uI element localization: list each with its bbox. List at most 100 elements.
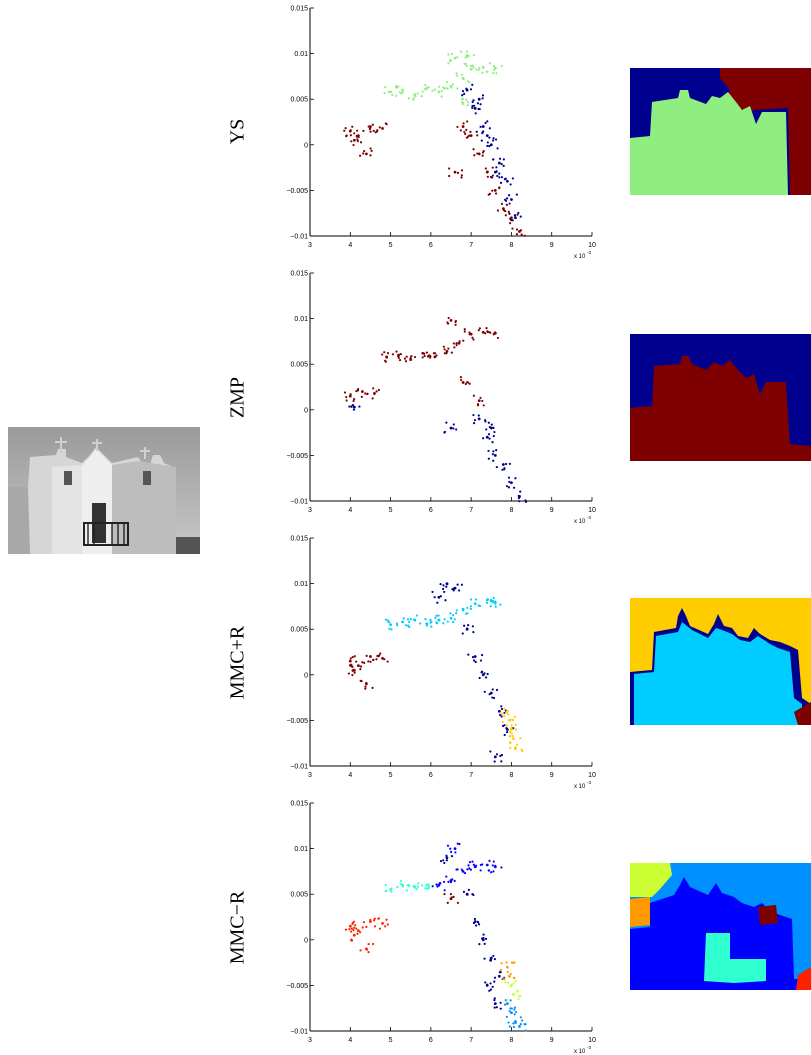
data-point xyxy=(399,883,402,886)
data-point xyxy=(477,414,480,417)
data-point xyxy=(481,97,484,100)
data-point xyxy=(472,921,476,925)
data-point xyxy=(434,616,437,620)
data-point xyxy=(452,620,455,624)
data-point xyxy=(447,316,450,320)
data-point xyxy=(437,90,441,94)
data-point xyxy=(455,344,458,347)
data-point xyxy=(450,86,453,89)
data-point xyxy=(492,870,495,873)
data-point xyxy=(356,929,360,933)
data-point xyxy=(349,657,352,660)
data-point xyxy=(423,354,426,358)
data-point xyxy=(450,896,453,899)
data-point xyxy=(488,136,491,139)
data-point xyxy=(463,328,466,331)
data-point xyxy=(485,676,488,679)
data-point xyxy=(468,134,471,137)
data-point xyxy=(445,875,448,878)
data-point xyxy=(453,618,456,621)
data-point xyxy=(456,125,459,129)
data-point xyxy=(497,161,501,165)
y-tick-label: 0.01 xyxy=(294,51,308,58)
source-photo xyxy=(8,427,200,554)
data-point xyxy=(507,486,511,489)
data-point xyxy=(509,972,512,976)
data-point xyxy=(415,614,419,617)
x-tick-label: 6 xyxy=(429,242,433,249)
data-point xyxy=(421,356,424,359)
data-point xyxy=(419,622,422,625)
data-point xyxy=(492,696,496,700)
data-point xyxy=(362,921,366,924)
data-point xyxy=(439,595,442,598)
x-tick-label: 5 xyxy=(389,242,393,249)
data-point xyxy=(466,868,469,871)
data-point xyxy=(501,463,505,466)
data-point xyxy=(508,974,511,978)
data-point xyxy=(456,171,460,175)
data-point xyxy=(384,86,387,89)
data-point xyxy=(351,125,354,128)
data-point xyxy=(467,54,470,58)
data-point xyxy=(369,655,372,658)
x-tick-label: 8 xyxy=(509,242,513,249)
data-point xyxy=(467,624,470,627)
data-point xyxy=(499,1001,502,1004)
data-point xyxy=(484,419,487,422)
data-point xyxy=(399,353,402,356)
data-point xyxy=(514,728,517,731)
data-point xyxy=(480,671,483,674)
data-point xyxy=(465,98,468,101)
data-point xyxy=(488,145,491,148)
data-point xyxy=(471,100,474,104)
data-point xyxy=(500,202,504,205)
data-point xyxy=(467,864,470,867)
x-tick-label: 6 xyxy=(429,1037,433,1044)
data-point xyxy=(355,927,358,930)
data-point xyxy=(488,693,491,696)
x-tick-label: 5 xyxy=(389,507,393,514)
data-point xyxy=(349,393,352,396)
data-point xyxy=(505,726,508,730)
data-point xyxy=(372,658,375,661)
data-point xyxy=(365,948,369,951)
y-tick-label: −0.01 xyxy=(290,234,308,241)
data-point xyxy=(454,851,457,854)
data-point xyxy=(491,696,494,699)
data-point xyxy=(519,215,522,218)
data-point xyxy=(460,169,464,172)
data-point xyxy=(517,997,520,1000)
data-point xyxy=(387,621,391,624)
data-point xyxy=(453,879,456,882)
data-point xyxy=(443,892,446,896)
data-point xyxy=(492,459,495,462)
data-point xyxy=(509,222,512,225)
data-point xyxy=(465,87,468,90)
data-point xyxy=(496,209,500,212)
data-point xyxy=(474,112,477,115)
data-point xyxy=(469,88,473,91)
data-point xyxy=(462,609,465,612)
data-point xyxy=(469,607,472,610)
data-point xyxy=(452,423,455,426)
data-point xyxy=(453,847,457,850)
data-point xyxy=(437,595,441,599)
row-label-mmc-minus-r: MMC−R xyxy=(226,890,249,965)
data-point xyxy=(461,870,465,873)
data-point xyxy=(500,760,503,763)
data-point xyxy=(407,97,411,100)
data-point xyxy=(398,91,401,94)
data-point xyxy=(487,449,490,453)
data-point xyxy=(498,971,501,974)
data-point xyxy=(431,590,434,594)
data-point xyxy=(486,436,489,439)
data-point xyxy=(497,709,501,713)
data-point xyxy=(491,166,494,169)
data-point xyxy=(508,734,512,738)
data-point xyxy=(496,336,500,340)
data-point xyxy=(493,755,497,759)
data-point xyxy=(500,753,504,757)
data-point xyxy=(485,601,489,604)
data-point xyxy=(386,660,389,663)
